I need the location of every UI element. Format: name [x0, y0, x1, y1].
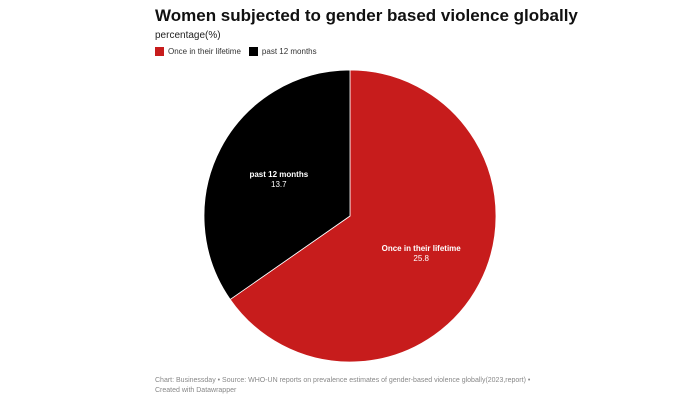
legend-item-12-months: past 12 months	[248, 47, 317, 56]
legend-label-lifetime: Once in their lifetime	[168, 47, 241, 56]
slice-value-0: 25.8	[413, 254, 429, 263]
slice-label-1: past 12 months	[249, 170, 308, 179]
chart-footer: Chart: Businessday • Source: WHO-UN repo…	[155, 377, 531, 394]
slice-value-1: 13.7	[271, 180, 287, 189]
legend-swatch-lifetime	[155, 47, 164, 56]
pie-slice-0	[229, 69, 497, 363]
legend: Once in their lifetime past 12 months	[155, 47, 325, 56]
chart-subtitle: percentage(%)	[155, 30, 221, 41]
legend-swatch-12-months	[248, 47, 258, 56]
pie-slice-1	[203, 69, 351, 301]
legend-item-lifetime: Once in their lifetime	[155, 47, 241, 56]
legend-label-12-months: past 12 months	[261, 47, 317, 56]
slice-label-0: Once in their lifetime	[382, 244, 462, 253]
chart-title: Women subjected to gender based violence…	[155, 6, 578, 25]
